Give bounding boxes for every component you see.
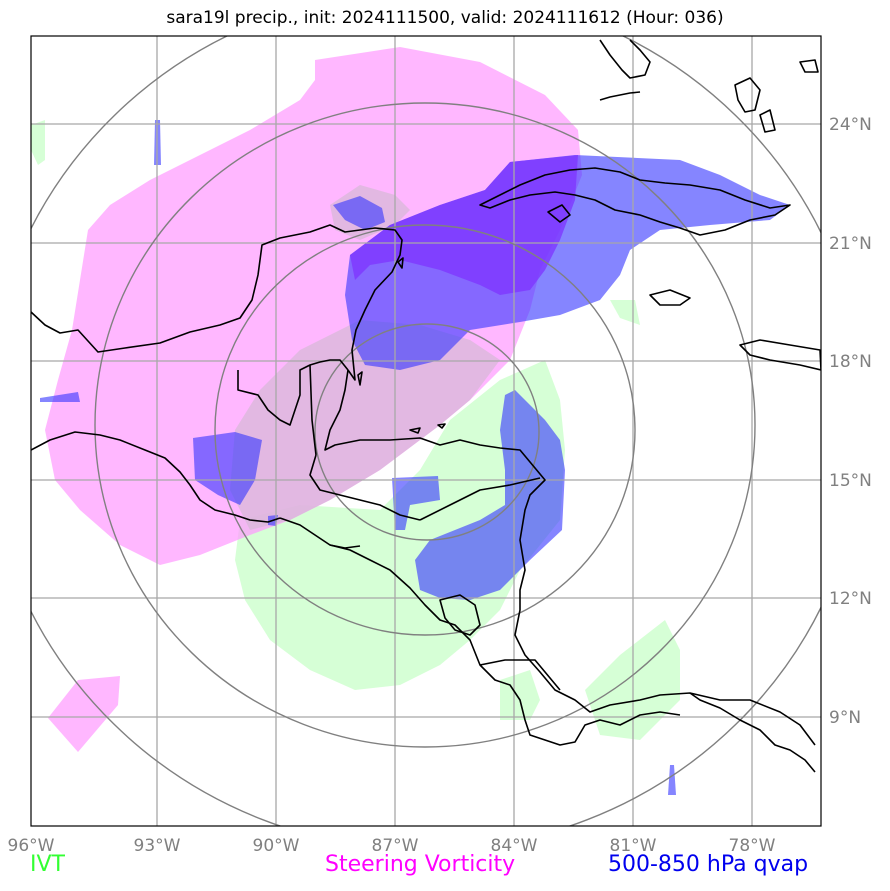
graticule xyxy=(31,36,821,826)
hispaniola-coast xyxy=(739,339,821,371)
isla-juventud xyxy=(547,204,571,223)
map-plot-area xyxy=(31,36,821,826)
qvap-region-north xyxy=(333,196,385,230)
bahamas-1 xyxy=(734,77,761,113)
lon-tick-label-84: 84°W xyxy=(491,836,538,856)
lat-tick-label-24: 24°N xyxy=(829,115,872,135)
range-ring-inner xyxy=(314,323,540,541)
plot-frame xyxy=(30,35,822,827)
ivt-region-nw xyxy=(31,120,45,165)
range-ring-3 xyxy=(94,102,756,748)
bahamas-3 xyxy=(799,59,819,73)
lat-tick-label-21: 21°N xyxy=(829,234,872,254)
florida-keys xyxy=(599,91,641,101)
map-title: sara19l precip., init: 2024111500, valid… xyxy=(166,8,724,28)
costa-rica-border xyxy=(479,659,561,691)
vorticity-region-main xyxy=(45,47,582,565)
range-ring-2 xyxy=(214,224,636,636)
lon-tick-label-96: 96°W xyxy=(8,836,55,856)
qvap-region-east xyxy=(415,390,565,600)
lon-tick-label-78: 78°W xyxy=(729,836,776,856)
ivt-region-east xyxy=(610,300,640,325)
lon-tick-label-81: 81°W xyxy=(610,836,657,856)
lon-tick-label-90: 90°W xyxy=(253,836,300,856)
legend-ivt: IVT xyxy=(30,852,65,877)
florida-coast xyxy=(599,39,651,79)
honduras-border xyxy=(309,454,421,521)
lon-tick-label-87: 87°W xyxy=(372,836,419,856)
mexico-pacific-coast xyxy=(31,431,281,523)
overlap-region-purple xyxy=(350,155,578,295)
overlap-purple xyxy=(350,155,578,295)
cuba-coast xyxy=(479,167,791,236)
lat-tick-label-15: 15°N xyxy=(829,471,872,491)
lake-nicaragua xyxy=(439,594,481,636)
gulf-fonseca xyxy=(329,544,361,549)
yucatan-islands xyxy=(357,257,404,386)
lat-tick-label-9: 9°N xyxy=(829,708,861,728)
lat-tick-label-12: 12°N xyxy=(829,589,872,609)
qvap-region-west xyxy=(193,432,262,505)
range-rings xyxy=(31,36,821,826)
ivt-region-small xyxy=(500,670,540,720)
jamaica-coast xyxy=(649,289,691,306)
nicaragua-border xyxy=(419,477,541,521)
panama-coast xyxy=(689,692,816,773)
overlap-region-center xyxy=(230,320,500,530)
legend-steering-vorticity: Steering Vorticity xyxy=(325,852,516,877)
legend-qvap: 500-850 hPa qvap xyxy=(608,852,809,877)
lat-tick-label-18: 18°N xyxy=(829,352,872,372)
lat-tick-labels: 24°N 21°N 18°N 15°N 12°N 9°N xyxy=(829,115,872,728)
central-america-pacific xyxy=(279,517,681,746)
guatemala-belize-border xyxy=(309,364,317,456)
central-america-caribbean xyxy=(324,369,816,746)
bahamas-2 xyxy=(759,109,776,133)
qvap-region-sliver-3 xyxy=(668,765,676,795)
qvap-region-sliver-2 xyxy=(40,392,80,402)
gulf-coast-mexico xyxy=(31,224,403,381)
lon-tick-label-93: 93°W xyxy=(134,836,181,856)
vorticity-contours xyxy=(45,47,582,752)
legend: IVT Steering Vorticity 500-850 hPa qvap xyxy=(0,852,890,882)
mexico-guatemala-border xyxy=(237,359,349,426)
bay-islands xyxy=(409,423,446,434)
lon-tick-labels: 96°W 93°W 90°W 87°W 84°W 81°W 78°W xyxy=(8,836,776,856)
vorticity-region-sw xyxy=(48,676,120,752)
coastlines xyxy=(31,39,821,773)
